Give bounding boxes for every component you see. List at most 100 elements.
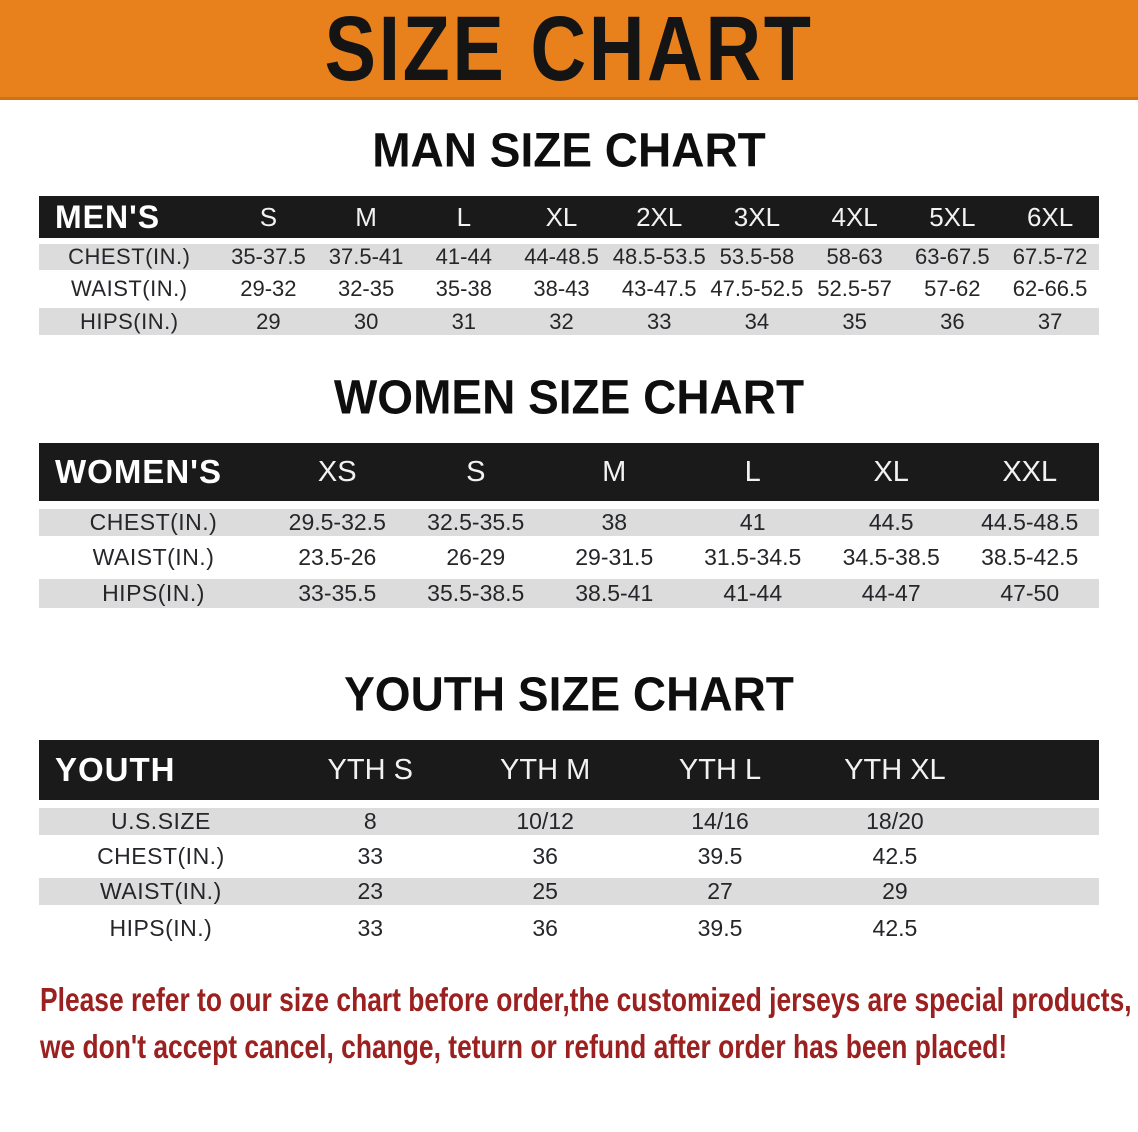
value-cell: 52.5-57 [805, 270, 904, 305]
size-column-header: L [414, 196, 513, 241]
value-cell: 8 [282, 800, 458, 839]
value-cell: 33 [282, 835, 458, 874]
size-column-header: S [406, 443, 545, 505]
value-cell: 37.5-41 [317, 238, 415, 273]
youth-size-chart-title: YOUTH SIZE CHART [344, 666, 794, 722]
value-cell: 57-62 [903, 270, 1002, 305]
value-cell: 32 [512, 302, 611, 335]
table-row: CHEST(IN.) 29.5-32.5 32.5-35.5 38 41 44.5 44.5… [39, 501, 1099, 540]
value-cell: 42.5 [807, 835, 983, 874]
youth-size-table: YOUTH YTH S YTH M YTH L YTH XL U.S.SIZE 8 10/12… [39, 740, 1099, 944]
value-cell: 23.5-26 [268, 536, 407, 575]
header-row: YOUTH YTH S YTH M YTH L YTH XL [39, 740, 1099, 804]
value-cell: 31 [414, 302, 513, 335]
value-cell: 37 [1001, 302, 1099, 335]
value-cell: 67.5-72 [1001, 238, 1099, 273]
size-column-header: XS [268, 443, 407, 505]
table-row: CHEST(IN.) 33 36 39.5 42.5 [39, 835, 1099, 874]
header-row: WOMEN'S XS S M L XL XXL [39, 443, 1099, 505]
table-row: HIPS(IN.) 29 30 31 32 33 34 35 36 37 [39, 302, 1099, 335]
row-label: HIPS(IN.) [39, 571, 269, 608]
value-cell: 27 [632, 870, 808, 909]
value-cell: 62-66.5 [1001, 270, 1099, 305]
value-cell: 38.5-41 [545, 571, 684, 608]
size-column-header: XL [821, 443, 961, 505]
value-cell: 53.5-58 [708, 238, 806, 273]
women-size-chart-title: WOMEN SIZE CHART [333, 369, 805, 425]
table-row: U.S.SIZE 8 10/12 14/16 18/20 [39, 800, 1099, 839]
value-cell: 26-29 [406, 536, 545, 575]
value-cell: 36 [903, 302, 1002, 335]
banner-title: SIZE CHART [324, 0, 814, 100]
value-cell: 34 [708, 302, 806, 335]
value-cell: 18/20 [807, 800, 983, 839]
size-column-header: 3XL [708, 196, 806, 241]
size-column-header: YTH S [282, 740, 458, 804]
value-cell: 29-32 [219, 270, 318, 305]
value-cell: 47-50 [960, 571, 1099, 608]
header-row: MEN'S S M L XL 2XL 3XL 4XL 5XL 6XL [39, 196, 1099, 241]
row-label: U.S.SIZE [39, 800, 283, 839]
table-row: WAIST(IN.) 29-32 32-35 35-38 38-43 43-47.5 47.… [39, 270, 1099, 305]
value-cell: 41-44 [414, 238, 513, 273]
filler-header-cell [982, 740, 1099, 804]
value-cell: 41 [683, 501, 822, 540]
size-column-header: YTH L [632, 740, 808, 804]
value-cell: 35-38 [414, 270, 513, 305]
value-cell: 32-35 [317, 270, 415, 305]
value-cell: 29.5-32.5 [268, 501, 407, 540]
value-cell: 38-43 [512, 270, 611, 305]
table-row: HIPS(IN.) 33-35.5 35.5-38.5 38.5-41 41-44 44-… [39, 571, 1099, 608]
filler-cell [982, 800, 1099, 839]
value-cell: 10/12 [457, 800, 633, 839]
value-cell: 29-31.5 [545, 536, 684, 575]
value-cell: 44.5 [821, 501, 961, 540]
table-row: CHEST(IN.) 35-37.5 37.5-41 41-44 44-48.5 48.5… [39, 238, 1099, 273]
value-cell: 35.5-38.5 [406, 571, 545, 608]
value-cell: 42.5 [807, 905, 983, 944]
size-chart-banner: SIZE CHART [0, 0, 1138, 100]
value-cell: 14/16 [632, 800, 808, 839]
value-cell: 44-47 [821, 571, 961, 608]
row-label: WAIST(IN.) [39, 870, 283, 909]
table-header-label: WOMEN'S [39, 443, 269, 505]
value-cell: 33-35.5 [268, 571, 407, 608]
row-label: CHEST(IN.) [39, 501, 269, 540]
value-cell: 39.5 [632, 835, 808, 874]
value-cell: 47.5-52.5 [708, 270, 806, 305]
value-cell: 35 [805, 302, 904, 335]
size-column-header: YTH XL [807, 740, 983, 804]
filler-cell [982, 835, 1099, 874]
size-column-header: L [683, 443, 822, 505]
size-column-header: XL [512, 196, 611, 241]
disclaimer-line-2: we don't accept cancel, change, teturn o… [40, 1028, 1008, 1065]
table-header-label: YOUTH [39, 740, 283, 804]
row-label: WAIST(IN.) [39, 536, 269, 575]
size-column-header: XXL [960, 443, 1099, 505]
size-column-header: M [317, 196, 415, 241]
table-row: WAIST(IN.) 23.5-26 26-29 29-31.5 31.5-34.5 34… [39, 536, 1099, 575]
filler-cell [982, 870, 1099, 909]
value-cell: 38.5-42.5 [960, 536, 1099, 575]
value-cell: 33 [610, 302, 709, 335]
men-size-table: MEN'S S M L XL 2XL 3XL 4XL 5XL 6XL CHEST(IN.) 35-37… [39, 196, 1099, 335]
women-size-table: WOMEN'S XS S M L XL XXL CHEST(IN.) 29.5-32.5 32.5… [39, 443, 1099, 608]
filler-cell [982, 905, 1099, 944]
row-label: HIPS(IN.) [39, 302, 220, 335]
size-column-header: 6XL [1001, 196, 1099, 241]
disclaimer-line-1: Please refer to our size chart before or… [40, 981, 1132, 1018]
value-cell: 32.5-35.5 [406, 501, 545, 540]
value-cell: 63-67.5 [903, 238, 1002, 273]
row-label: CHEST(IN.) [39, 238, 220, 273]
row-label: WAIST(IN.) [39, 270, 220, 305]
value-cell: 58-63 [805, 238, 904, 273]
men-size-chart-title: MAN SIZE CHART [372, 122, 766, 178]
value-cell: 44.5-48.5 [960, 501, 1099, 540]
table-row: HIPS(IN.) 33 36 39.5 42.5 [39, 905, 1099, 944]
table-row: WAIST(IN.) 23 25 27 29 [39, 870, 1099, 909]
size-column-header: 2XL [610, 196, 709, 241]
value-cell: 29 [219, 302, 318, 335]
value-cell: 36 [457, 835, 633, 874]
value-cell: 25 [457, 870, 633, 909]
size-column-header: YTH M [457, 740, 633, 804]
